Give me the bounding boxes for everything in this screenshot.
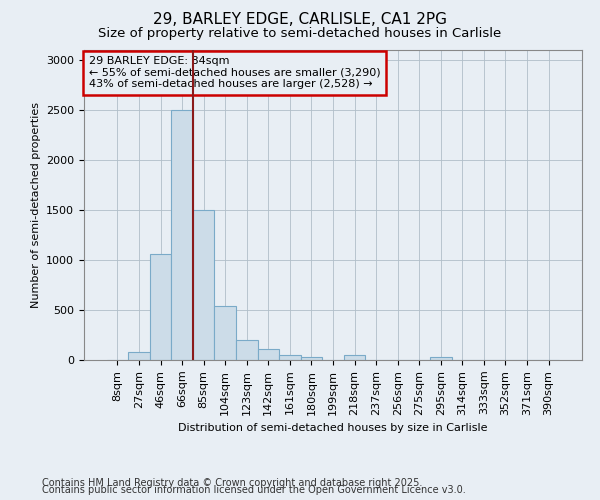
Text: Contains public sector information licensed under the Open Government Licence v3: Contains public sector information licen… bbox=[42, 485, 466, 495]
Bar bbox=[257, 348, 279, 360]
Bar bbox=[214, 306, 236, 360]
Bar bbox=[279, 354, 301, 360]
Bar bbox=[344, 354, 365, 360]
Bar bbox=[172, 110, 193, 360]
Bar bbox=[128, 352, 150, 360]
Bar bbox=[193, 210, 214, 360]
Bar bbox=[301, 357, 322, 360]
Text: 29, BARLEY EDGE, CARLISLE, CA1 2PG: 29, BARLEY EDGE, CARLISLE, CA1 2PG bbox=[153, 12, 447, 28]
Bar bbox=[236, 340, 257, 360]
Y-axis label: Number of semi-detached properties: Number of semi-detached properties bbox=[31, 102, 41, 308]
Text: Contains HM Land Registry data © Crown copyright and database right 2025.: Contains HM Land Registry data © Crown c… bbox=[42, 478, 422, 488]
Text: 29 BARLEY EDGE: 84sqm
← 55% of semi-detached houses are smaller (3,290)
43% of s: 29 BARLEY EDGE: 84sqm ← 55% of semi-deta… bbox=[89, 56, 380, 90]
Text: Size of property relative to semi-detached houses in Carlisle: Size of property relative to semi-detach… bbox=[98, 28, 502, 40]
Bar bbox=[150, 254, 172, 360]
Bar bbox=[430, 357, 452, 360]
X-axis label: Distribution of semi-detached houses by size in Carlisle: Distribution of semi-detached houses by … bbox=[178, 423, 488, 433]
